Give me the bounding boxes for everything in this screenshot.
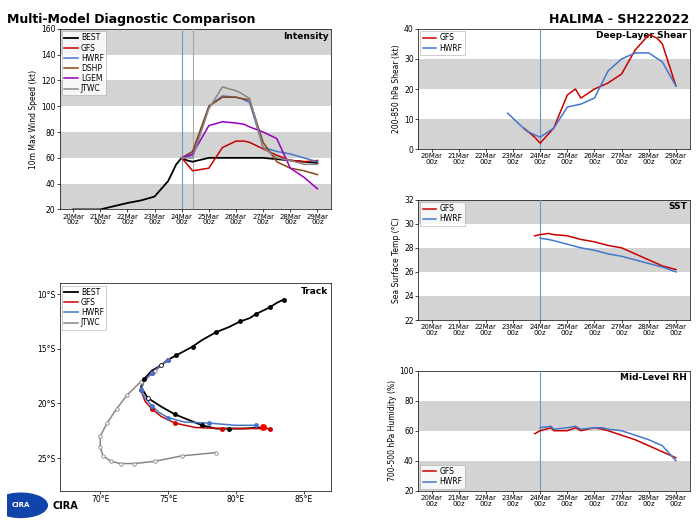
Bar [418,296,690,320]
Text: Mid-Level RH: Mid-Level RH [620,373,687,382]
Circle shape [0,493,48,518]
Text: Deep-Layer Shear: Deep-Layer Shear [596,32,687,40]
Y-axis label: Sea Surface Temp (°C): Sea Surface Temp (°C) [392,217,401,303]
Bar [418,248,690,272]
Legend: BEST, GFS, HWRF, DSHP, LGEM, JTWC: BEST, GFS, HWRF, DSHP, LGEM, JTWC [62,31,106,96]
Bar [418,59,690,89]
Legend: BEST, GFS, HWRF, JTWC: BEST, GFS, HWRF, JTWC [62,286,106,330]
Text: HALIMA - SH222022: HALIMA - SH222022 [550,13,690,26]
Bar [60,184,331,209]
Bar [60,29,331,55]
Bar [60,106,331,132]
Text: Track: Track [301,287,328,297]
Text: SST: SST [668,202,687,211]
Bar [418,272,690,296]
Bar [418,371,690,401]
Text: CIRA: CIRA [12,502,30,508]
Legend: GFS, HWRF: GFS, HWRF [420,31,465,55]
Bar [418,461,690,491]
Bar [418,89,690,119]
Bar [60,80,331,106]
Legend: GFS, HWRF: GFS, HWRF [420,465,465,489]
Bar [418,401,690,430]
Bar [418,29,690,59]
Y-axis label: 10m Max Wind Speed (kt): 10m Max Wind Speed (kt) [29,70,38,169]
Bar [418,224,690,248]
Bar [418,430,690,461]
Bar [418,200,690,224]
Bar [418,119,690,149]
Text: CIRA: CIRA [52,501,78,511]
Bar [60,55,331,80]
Legend: GFS, HWRF: GFS, HWRF [420,202,465,226]
Y-axis label: 200-850 hPa Shear (kt): 200-850 hPa Shear (kt) [392,45,401,133]
Bar [60,158,331,184]
Y-axis label: 700-500 hPa Humidity (%): 700-500 hPa Humidity (%) [388,380,396,481]
Text: Intensity: Intensity [283,33,328,41]
Bar [60,132,331,158]
Text: Multi-Model Diagnostic Comparison: Multi-Model Diagnostic Comparison [7,13,256,26]
